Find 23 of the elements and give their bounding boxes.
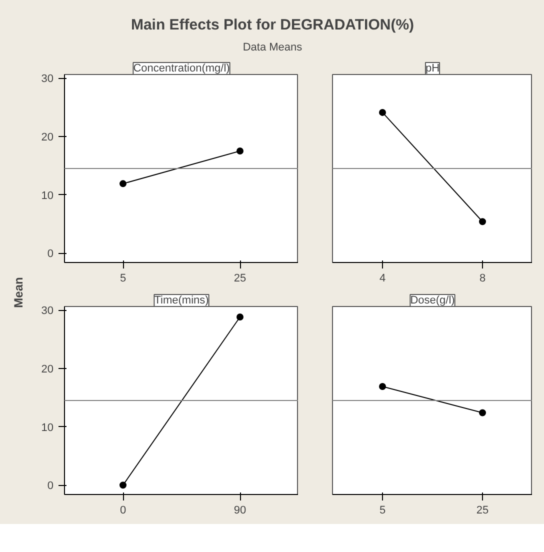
- y-tick-label: 20: [41, 131, 54, 144]
- y-tick-label: 0: [47, 480, 54, 492]
- x-tick-label: 90: [234, 504, 246, 516]
- chart-title: pH: [425, 62, 440, 74]
- x-tick-label: 8: [479, 272, 486, 284]
- x-tick-label: 25: [476, 504, 489, 516]
- text: Data Means: [242, 41, 303, 54]
- y-tick-label: 30: [41, 73, 54, 86]
- x-tick-label: 25: [234, 272, 246, 284]
- x-tick-label: 4: [379, 272, 386, 284]
- y-tick-label: 0: [47, 248, 54, 260]
- x-tick-label: 5: [379, 504, 386, 516]
- y-axis-title: Mean: [12, 277, 26, 308]
- y-tick-label: 20: [41, 363, 54, 376]
- x-tick-label: 5: [120, 272, 126, 284]
- chart-title: Dose(g/l): [410, 294, 455, 306]
- y-tick-label: 30: [41, 305, 54, 318]
- y-tick-label: 10: [41, 190, 54, 202]
- chart-title: Time(mins): [154, 294, 209, 306]
- y-tick-label: 10: [41, 422, 54, 434]
- chart-title: Concentration(mg/l): [133, 62, 230, 74]
- x-tick-label: 0: [120, 504, 126, 516]
- text: Main Effects Plot for DEGRADATION(%): [130, 16, 414, 34]
